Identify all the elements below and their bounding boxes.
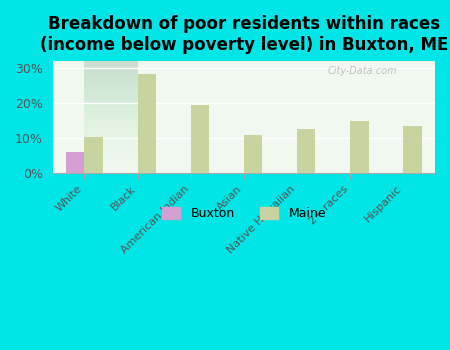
Title: Breakdown of poor residents within races
(income below poverty level) in Buxton,: Breakdown of poor residents within races… [40, 15, 448, 54]
Bar [403, 126, 422, 173]
Bar [244, 134, 262, 173]
Legend: Buxton, Maine: Buxton, Maine [157, 202, 331, 225]
Bar [297, 129, 315, 173]
Bar [85, 137, 103, 173]
Bar [191, 105, 209, 173]
Bar [66, 152, 85, 173]
Text: City-Data.com: City-Data.com [328, 66, 397, 76]
Bar [138, 74, 156, 173]
Bar [350, 120, 369, 173]
